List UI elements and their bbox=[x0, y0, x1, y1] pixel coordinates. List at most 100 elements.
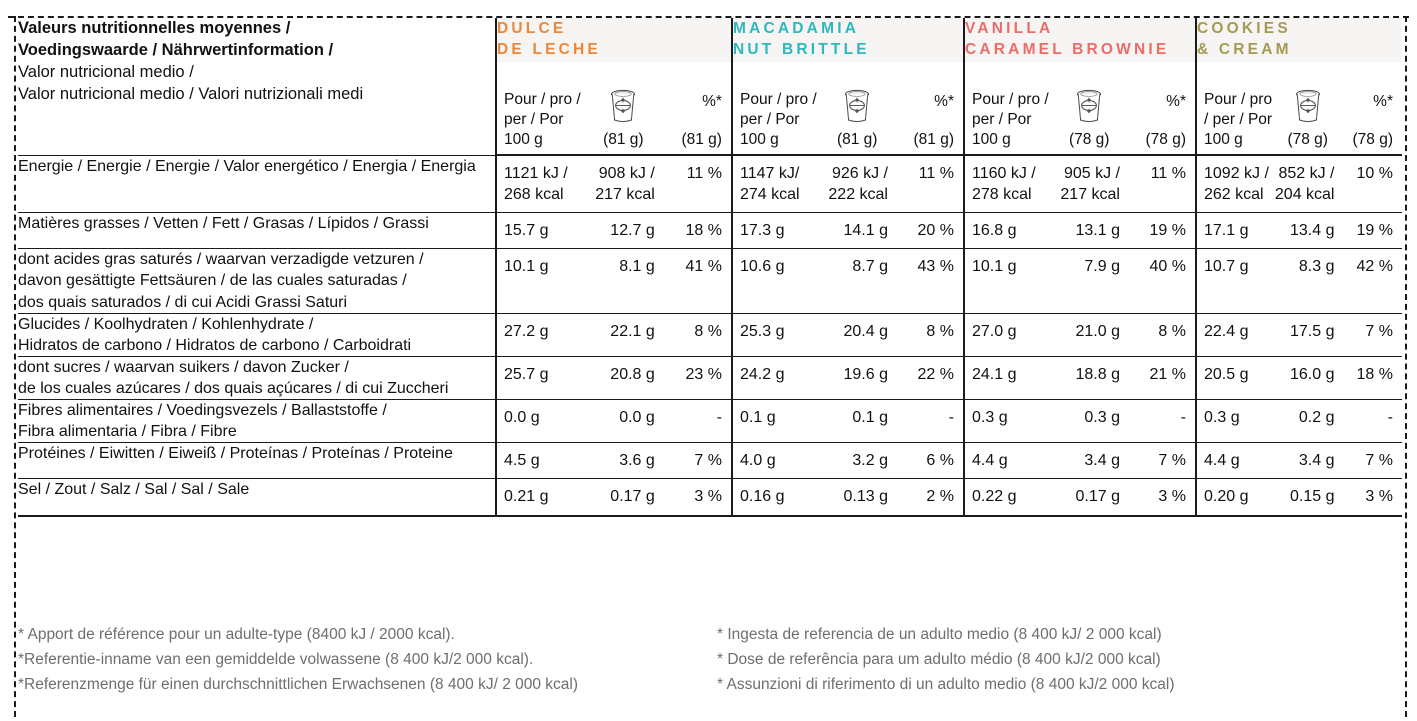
value-per-100g-line: 278 kcal bbox=[972, 186, 1032, 204]
value-per-portion: 908 kJ / 217 kcal bbox=[586, 163, 661, 205]
measure-header-col-1: Pour / pro / per / Por 100 g bbox=[731, 62, 964, 156]
value-per-100g-line: 10.7 g bbox=[1204, 258, 1249, 276]
value-per-100g-line: 1147 kJ/ bbox=[740, 165, 800, 182]
value-per-portion-line: 905 kJ / bbox=[1063, 165, 1120, 182]
value-per-portion-line: 0.0 g bbox=[619, 409, 655, 427]
value-per-portion-line: 17.5 g bbox=[1290, 322, 1335, 340]
nutrition-table: Valeurs nutritionnelles moyennes / Voedi… bbox=[18, 18, 1402, 517]
value-per-100g-line: 0.0 g bbox=[504, 409, 540, 427]
nutrition-rows: Energie / Energie / Energie / Valor ener… bbox=[18, 154, 1402, 517]
value-per-100g: 0.16 g bbox=[733, 486, 820, 507]
value-percent-ri: 3 % bbox=[1340, 486, 1402, 507]
title-line-3: Valor nutricional medio / bbox=[18, 62, 194, 81]
footnotes-right: * Ingesta de referencia de un adulto med… bbox=[703, 622, 1402, 697]
nutrient-label: Glucides / Koolhydraten / Kohlenhydrate … bbox=[18, 312, 496, 357]
nutrient-values-col-2: 0.22 g 0.17 g 3 % bbox=[963, 478, 1196, 517]
portion-label: (81 g) bbox=[820, 89, 894, 150]
nutrient-values-col-2: 24.1 g 18.8 g 21 % bbox=[963, 355, 1196, 400]
flavor-header-row: Valeurs nutritionnelles moyennes / Voedi… bbox=[18, 18, 1402, 103]
footnotes-left: * Apport de référence pour un adulte-typ… bbox=[18, 622, 703, 697]
nutrient-values-col-0: 10.1 g 8.1 g 41 % bbox=[495, 248, 732, 314]
nutrient-label: Protéines / Eiwitten / Eiweiß / Proteína… bbox=[18, 442, 496, 479]
value-per-portion-line: 20.4 g bbox=[843, 322, 888, 340]
value-per-100g: 25.7 g bbox=[497, 364, 586, 385]
value-per-portion: 0.13 g bbox=[820, 486, 894, 507]
nutrient-label-line: davon gesättigte Fettsäuren / de las cua… bbox=[18, 272, 407, 290]
per-label: Pour / pro / per / Por 100 g bbox=[740, 90, 817, 148]
value-per-100g: 17.3 g bbox=[733, 220, 820, 241]
value-percent-ri: 11 % bbox=[1126, 163, 1195, 205]
portion-label: (78 g) bbox=[1275, 89, 1341, 150]
footnote-line: *Referenzmenge für einen durchschnittlic… bbox=[18, 676, 579, 694]
value-per-100g-line: 274 kcal bbox=[740, 186, 800, 204]
flavor-name: DULCE DE LECHE bbox=[497, 20, 601, 59]
value-percent-ri-line: 21 % bbox=[1149, 365, 1186, 383]
value-per-100g-line: 15.7 g bbox=[504, 222, 549, 240]
value-per-100g-line: 17.1 g bbox=[1204, 222, 1249, 240]
value-per-100g-line: 17.3 g bbox=[740, 222, 785, 240]
nutrient-row-glucides-koolhydraten-kohlenhydrate: Glucides / Koolhydraten / Kohlenhydrate … bbox=[18, 312, 1402, 357]
nutrient-label-line: dos quais saturados / di cui Acidi Grass… bbox=[18, 293, 348, 311]
nutrient-values-col-1: 10.6 g 8.7 g 43 % bbox=[731, 248, 964, 314]
value-per-100g-line: 4.4 g bbox=[972, 452, 1008, 470]
value-per-100g-line: 10.1 g bbox=[504, 258, 549, 276]
percent-label: %* (81 g) bbox=[681, 92, 722, 148]
nutrient-values-col-1: 25.3 g 20.4 g 8 % bbox=[731, 312, 964, 357]
nutrient-row-mati-res-grasses-vetten-fett-grasas-l-pi: Matières grasses / Vetten / Fett / Grasa… bbox=[18, 212, 1402, 249]
value-per-100g: 0.3 g bbox=[965, 407, 1052, 428]
value-per-portion-line: 204 kcal bbox=[1274, 186, 1335, 204]
nutrient-values-col-0: 1121 kJ / 268 kcal 908 kJ / 217 kcal 11 % bbox=[495, 154, 732, 213]
value-percent-ri-line: 2 % bbox=[926, 488, 954, 506]
value-per-portion: 14.1 g bbox=[820, 220, 894, 241]
ice-cream-tub-icon bbox=[1291, 88, 1325, 124]
value-per-100g-line: 1121 kJ / bbox=[504, 165, 568, 182]
value-per-100g-line: 268 kcal bbox=[504, 186, 564, 204]
value-per-100g-line: 0.20 g bbox=[1204, 488, 1249, 506]
value-per-100g-line: 16.8 g bbox=[972, 222, 1017, 240]
nutrient-values-col-3: 4.4 g 3.4 g 7 % bbox=[1195, 442, 1402, 479]
nutrient-values-col-1: 0.1 g 0.1 g - bbox=[731, 399, 964, 443]
value-per-portion-line: 0.3 g bbox=[1084, 409, 1120, 427]
value-per-portion: 0.2 g bbox=[1275, 407, 1341, 428]
value-per-100g: 1121 kJ / 268 kcal bbox=[497, 163, 586, 205]
value-percent-ri: 18 % bbox=[661, 220, 731, 241]
value-percent-ri: - bbox=[661, 407, 731, 428]
value-percent-ri: 42 % bbox=[1340, 256, 1402, 277]
value-percent-ri-line: 20 % bbox=[917, 222, 954, 240]
value-per-100g: 22.4 g bbox=[1197, 321, 1275, 342]
value-per-100g: 10.1 g bbox=[497, 256, 586, 277]
value-per-100g-line: 20.5 g bbox=[1204, 365, 1249, 383]
nutrient-values-col-3: 0.20 g 0.15 g 3 % bbox=[1195, 478, 1402, 517]
nutrient-values-col-2: 1160 kJ / 278 kcal 905 kJ / 217 kcal 11 % bbox=[963, 154, 1196, 213]
value-percent-ri-line: 7 % bbox=[1158, 452, 1186, 470]
value-per-portion-line: 3.2 g bbox=[852, 452, 888, 470]
value-per-100g: 27.0 g bbox=[965, 321, 1052, 342]
value-percent-ri: 7 % bbox=[1126, 450, 1195, 471]
value-per-portion-line: 8.7 g bbox=[852, 258, 888, 276]
nutrient-row-dont-acides-gras-satur-s-waarvan-verzadi: dont acides gras saturés / waarvan verza… bbox=[18, 248, 1402, 314]
value-per-100g: 24.2 g bbox=[733, 364, 820, 385]
value-percent-ri: 7 % bbox=[661, 450, 731, 471]
value-percent-ri: 8 % bbox=[894, 321, 963, 342]
value-percent-ri: 11 % bbox=[661, 163, 731, 205]
value-percent-ri-line: 42 % bbox=[1356, 258, 1393, 276]
value-per-100g-line: 0.21 g bbox=[504, 488, 549, 506]
nutrient-values-col-3: 20.5 g 16.0 g 18 % bbox=[1195, 355, 1402, 400]
nutrient-label-line: Hidratos de carbono / Hidratos de carbon… bbox=[18, 336, 412, 354]
nutrient-label-line: dont acides gras saturés / waarvan verza… bbox=[18, 251, 424, 269]
footnote-line: * Dose de referência para um adulto médi… bbox=[717, 651, 1161, 669]
per-label: Pour / pro / per / Por 100 g bbox=[504, 90, 581, 148]
nutrient-values-col-0: 0.0 g 0.0 g - bbox=[495, 399, 732, 443]
per-label: Pour / pro / per / Por 100 g bbox=[1204, 90, 1273, 148]
cut-line-left bbox=[14, 16, 16, 717]
value-percent-ri: 6 % bbox=[894, 450, 963, 471]
value-per-portion-line: 13.4 g bbox=[1290, 222, 1335, 240]
value-percent-ri-line: 7 % bbox=[694, 452, 722, 470]
value-per-portion-line: 18.8 g bbox=[1075, 365, 1120, 383]
value-per-100g-line: 22.4 g bbox=[1204, 322, 1249, 340]
flavor-header-vanilla-caramel-brownie: VANILLA CARAMEL BROWNIE bbox=[963, 18, 1196, 62]
value-per-portion: 17.5 g bbox=[1275, 321, 1341, 342]
value-per-portion: 19.6 g bbox=[820, 364, 894, 385]
value-per-portion-line: 908 kJ / bbox=[598, 165, 655, 182]
value-per-100g: 24.1 g bbox=[965, 364, 1052, 385]
